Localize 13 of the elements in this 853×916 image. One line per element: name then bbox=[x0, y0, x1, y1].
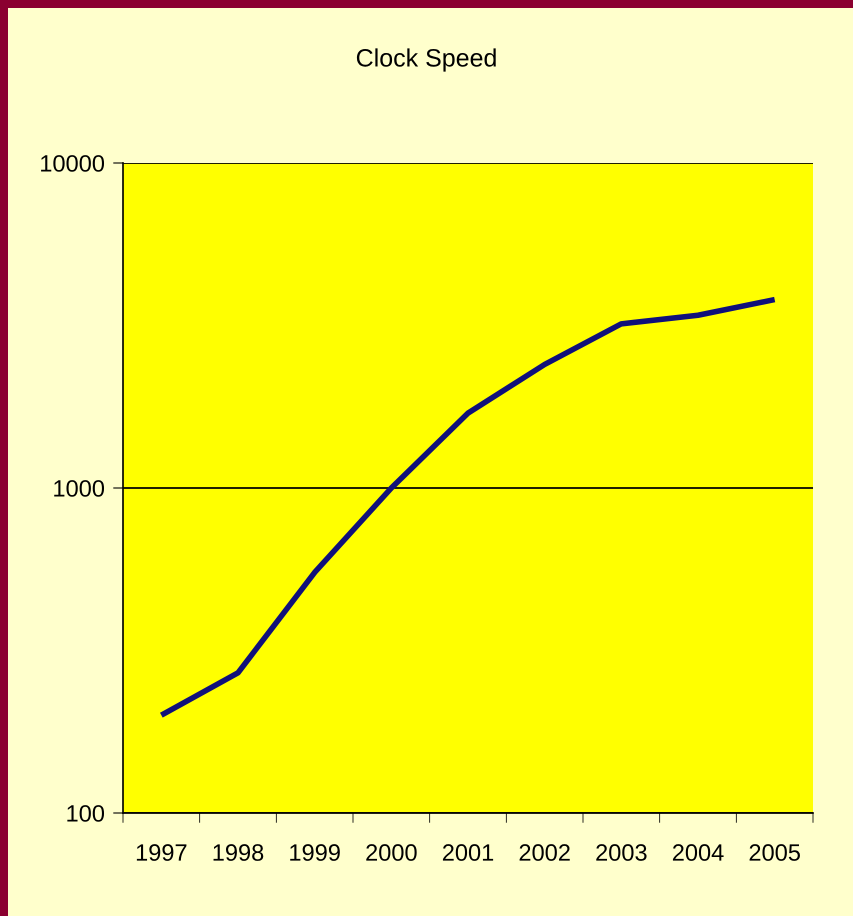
y-tick-label: 100 bbox=[67, 805, 104, 822]
x-tick-label: 2000 bbox=[366, 844, 417, 861]
x-tick-label: 2003 bbox=[596, 844, 647, 861]
x-tick-label: 2005 bbox=[750, 844, 800, 861]
x-tick-label: 1997 bbox=[136, 844, 186, 861]
chart-title: Clock Speed bbox=[356, 48, 496, 72]
x-tick-label: 2001 bbox=[442, 844, 494, 861]
y-tick-label: 1000 bbox=[54, 480, 104, 497]
x-tick-label: 2004 bbox=[672, 844, 724, 861]
x-tick-label: 2002 bbox=[520, 844, 570, 861]
y-tick-label: 10000 bbox=[41, 155, 104, 172]
x-tick-label: 1999 bbox=[290, 844, 340, 861]
x-tick-label: 1998 bbox=[214, 844, 264, 861]
